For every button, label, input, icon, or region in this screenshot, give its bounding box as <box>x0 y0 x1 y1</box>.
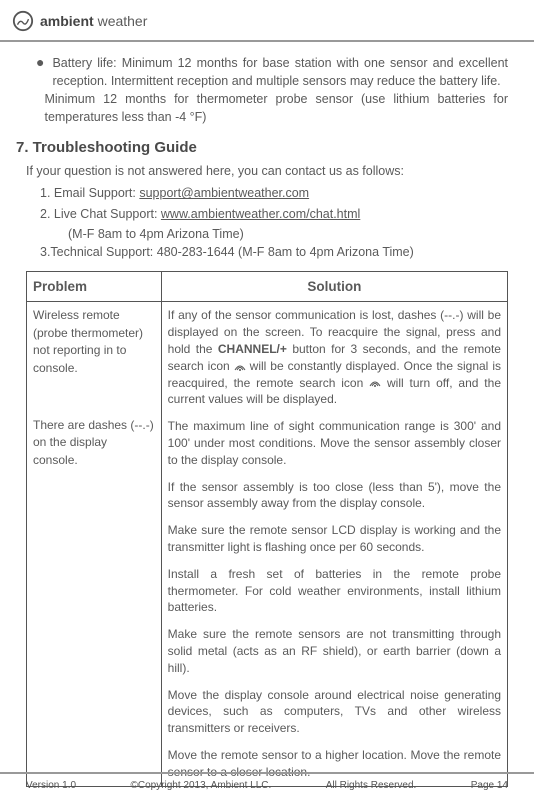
troubleshoot-table: Problem Solution Wireless remote (probe … <box>26 271 508 787</box>
brand-logo: ambient weather <box>12 10 147 32</box>
section-title: 7. Troubleshooting Guide <box>16 137 508 159</box>
logo-icon <box>12 10 34 32</box>
footer: Version 1.0 ©Copyright 2013, Ambient LLC… <box>0 772 534 791</box>
battery-line1: Battery life: Minimum 12 months for base… <box>52 54 508 90</box>
table-row: Wireless remote (probe thermometer) not … <box>27 302 508 786</box>
battery-bullet: ● Battery life: Minimum 12 months for ba… <box>36 54 508 127</box>
col-solution: Solution <box>161 271 507 302</box>
table-header-row: Problem Solution <box>27 271 508 302</box>
list-item: 3.Technical Support: 480-283-1644 (M-F 8… <box>40 243 508 261</box>
battery-line2: Minimum 12 months for thermometer probe … <box>44 90 508 126</box>
solution-cell: If any of the sensor communication is lo… <box>161 302 507 786</box>
bullet-body: Battery life: Minimum 12 months for base… <box>52 54 508 127</box>
footer-copyright: ©Copyright 2013, Ambient LLC. <box>130 780 271 791</box>
problem-text-a: Wireless remote (probe thermometer) not … <box>33 307 155 377</box>
footer-version: Version 1.0 <box>26 780 76 791</box>
chat-link[interactable]: www.ambientweather.com/chat.html <box>161 207 360 221</box>
solution-block: If the sensor assembly is too close (les… <box>168 479 501 513</box>
bullet-dot: ● <box>36 54 44 127</box>
brand-text: ambient weather <box>40 13 147 29</box>
email-link[interactable]: support@ambientweather.com <box>139 186 309 200</box>
intro-text: If your question is not answered here, y… <box>26 162 508 180</box>
contact-list: 1. Email Support: support@ambientweather… <box>40 184 508 261</box>
list-item: 2. Live Chat Support: www.ambientweather… <box>40 205 508 223</box>
chat-hours: (M-F 8am to 4pm Arizona Time) <box>68 225 508 243</box>
footer-page: Page 14 <box>471 780 508 791</box>
problem-cell: Wireless remote (probe thermometer) not … <box>27 302 162 786</box>
signal-icon <box>369 378 381 388</box>
brand-light: weather <box>98 13 148 29</box>
solution-block: Make sure the remote sensor LCD display … <box>168 522 501 556</box>
solution-block: The maximum line of sight communication … <box>168 418 501 468</box>
header: ambient weather <box>0 0 534 42</box>
solution-block: Move the display console around electric… <box>168 687 501 737</box>
solution-block: Install a fresh set of batteries in the … <box>168 566 501 616</box>
solution-block: If any of the sensor communication is lo… <box>168 307 501 408</box>
problem-text-b: There are dashes (--.-) on the display c… <box>33 417 155 469</box>
solution-block: Make sure the remote sensors are not tra… <box>168 626 501 676</box>
signal-icon <box>234 362 246 372</box>
brand-bold: ambient <box>40 13 94 29</box>
list-item: 1. Email Support: support@ambientweather… <box>40 184 508 202</box>
chat-label: 2. Live Chat Support: <box>40 207 161 221</box>
page-content: ● Battery life: Minimum 12 months for ba… <box>0 42 534 787</box>
email-label: 1. Email Support: <box>40 186 139 200</box>
col-problem: Problem <box>27 271 162 302</box>
footer-rights: All Rights Reserved. <box>326 780 417 791</box>
